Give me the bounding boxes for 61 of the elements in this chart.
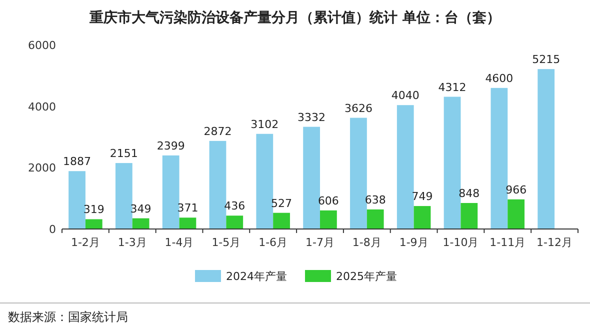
chart-title: 重庆市大气污染防治设备产量分月（累计值）统计 单位：台（套） bbox=[88, 9, 500, 26]
x-tick-label: 1-2月 bbox=[70, 236, 100, 249]
data-label: 848 bbox=[458, 186, 480, 200]
bar bbox=[162, 155, 180, 229]
bar bbox=[414, 206, 431, 229]
bar bbox=[209, 140, 226, 229]
bar bbox=[85, 219, 102, 229]
bar bbox=[538, 69, 555, 229]
bar bbox=[132, 218, 150, 229]
y-tick-label: 2000 bbox=[28, 162, 56, 175]
x-tick-label: 1-3月 bbox=[118, 236, 147, 249]
data-label: 3102 bbox=[250, 118, 279, 131]
bar bbox=[320, 210, 337, 229]
x-tick-label: 1-5月 bbox=[212, 236, 241, 249]
data-label: 966 bbox=[506, 183, 527, 196]
bar bbox=[444, 96, 461, 229]
data-label: 1887 bbox=[63, 155, 92, 168]
x-tick-label: 1-4月 bbox=[164, 236, 194, 249]
y-tick-label: 4000 bbox=[28, 100, 56, 114]
x-tick-label: 1-9月 bbox=[399, 236, 428, 249]
data-label: 5215 bbox=[532, 53, 560, 66]
x-tick-label: 1-10月 bbox=[442, 236, 479, 249]
legend-label: 2025年产量 bbox=[336, 270, 397, 283]
bar bbox=[179, 218, 196, 229]
y-tick-label: 6000 bbox=[28, 39, 56, 52]
bar bbox=[350, 118, 367, 229]
bar bbox=[396, 105, 414, 229]
bar bbox=[68, 171, 86, 229]
data-label: 3332 bbox=[298, 110, 326, 124]
data-label: 4040 bbox=[391, 89, 420, 102]
x-tick-label: 1-6月 bbox=[258, 236, 288, 249]
data-label: 638 bbox=[364, 193, 386, 206]
data-label: 4312 bbox=[438, 80, 466, 94]
x-tick-label: 1-12月 bbox=[536, 236, 573, 249]
data-label: 2872 bbox=[204, 124, 232, 138]
bar bbox=[508, 199, 525, 229]
bar bbox=[256, 134, 274, 229]
x-tick-label: 1-11月 bbox=[490, 236, 526, 249]
bar bbox=[460, 202, 478, 229]
data-label: 371 bbox=[177, 202, 198, 215]
data-label: 4600 bbox=[485, 72, 514, 85]
x-tick-label: 1-8月 bbox=[352, 236, 382, 249]
bar bbox=[490, 88, 508, 229]
data-label: 349 bbox=[130, 202, 152, 216]
source-note: 数据来源：国家统计局 bbox=[8, 310, 128, 324]
data-label: 606 bbox=[318, 194, 339, 208]
legend-label: 2024年产量 bbox=[226, 270, 287, 283]
data-label: 319 bbox=[83, 203, 104, 216]
y-tick-label: 0 bbox=[49, 223, 56, 236]
bar bbox=[303, 126, 320, 229]
bar bbox=[226, 216, 244, 229]
data-label: 436 bbox=[224, 200, 246, 213]
data-label: 2399 bbox=[156, 139, 185, 152]
x-tick-label: 1-7月 bbox=[306, 236, 334, 249]
data-label: 527 bbox=[271, 196, 292, 210]
bar bbox=[115, 163, 132, 229]
data-label: 2151 bbox=[110, 147, 138, 160]
data-label: 3626 bbox=[344, 102, 372, 115]
bar bbox=[273, 212, 290, 229]
bar bbox=[366, 209, 384, 229]
data-label: 749 bbox=[412, 190, 433, 204]
